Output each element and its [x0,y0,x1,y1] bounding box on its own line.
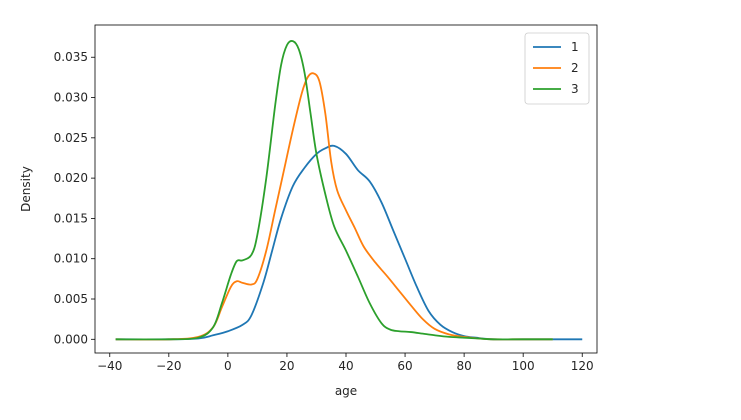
x-tick-label: 40 [338,359,353,373]
y-axis-label: Density [19,166,33,212]
y-tick-label: 0.020 [54,171,88,185]
y-tick-label: 0.015 [54,211,88,225]
y-tick-label: 0.005 [54,292,88,306]
x-tick-label: −20 [156,359,181,373]
x-axis-label: age [335,384,357,398]
y-tick-label: 0.030 [54,91,88,105]
legend-label-2: 2 [571,61,579,75]
y-tick-label: 0.025 [54,131,88,145]
ticks-layer: −40 −20 0 20 40 60 80 100 120 0.000 0.005 0.010 0.01… [54,50,594,373]
plot-frame [94,24,598,354]
legend: 1 2 3 [524,32,590,105]
series-line-3 [115,40,553,341]
legend-label-3: 3 [571,82,579,96]
y-tick-label: 0.035 [54,50,88,64]
x-tick-label: 20 [279,359,294,373]
x-tick-label: −40 [97,359,122,373]
series-lines [115,40,583,341]
y-tick-label: 0.000 [54,332,88,346]
series-line-1 [115,144,583,341]
x-tick-label: 0 [224,359,232,373]
y-tick-label: 0.010 [54,252,88,266]
series-line-2 [115,72,553,341]
x-tick-label: 120 [571,359,594,373]
x-tick-label: 80 [456,359,471,373]
x-tick-label: 100 [512,359,535,373]
x-tick-label: 60 [397,359,412,373]
legend-label-1: 1 [571,40,579,54]
